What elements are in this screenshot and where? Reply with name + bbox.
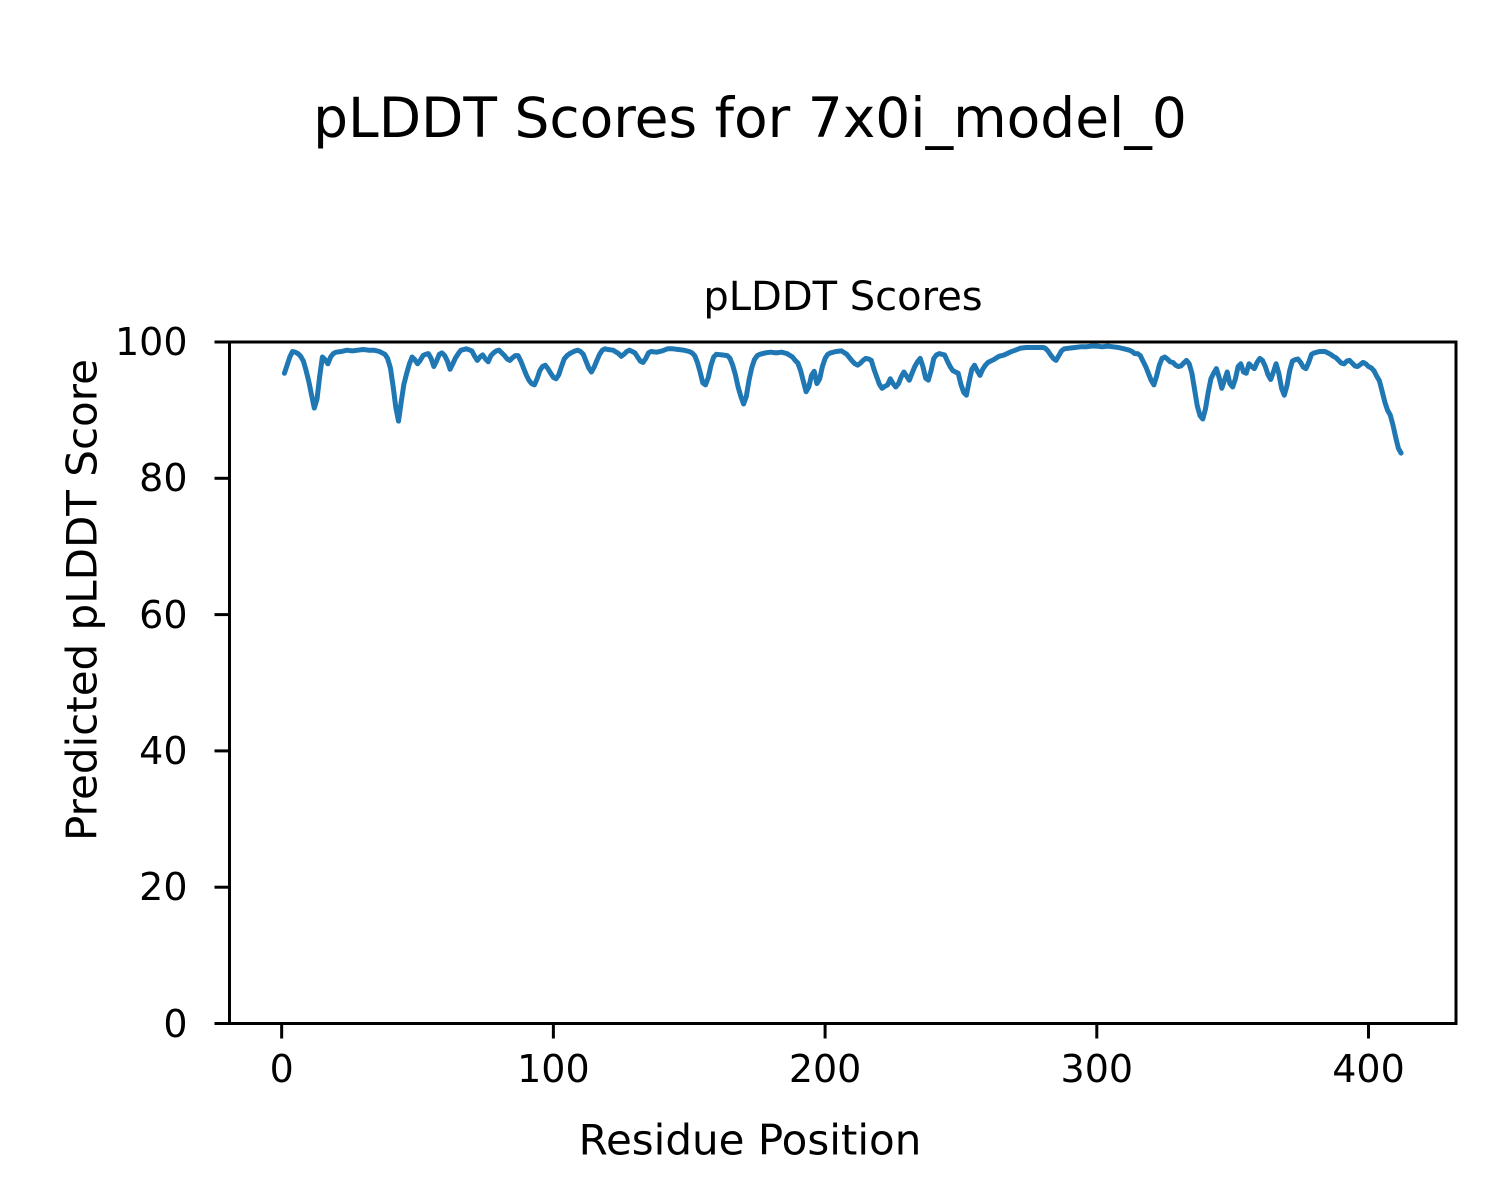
x-tick-label: 400 bbox=[1332, 1046, 1405, 1091]
axes-spines bbox=[228, 340, 1458, 1025]
x-ticks bbox=[280, 1023, 1371, 1039]
x-tick-label: 0 bbox=[269, 1046, 294, 1091]
x-tick-label: 100 bbox=[517, 1046, 590, 1091]
y-tick-label: 60 bbox=[139, 592, 188, 637]
y-tick-label: 80 bbox=[139, 456, 188, 501]
x-tick-label: 300 bbox=[1060, 1046, 1134, 1091]
y-tick-label: 0 bbox=[163, 1001, 188, 1046]
x-axis-label: Residue Position bbox=[578, 1115, 922, 1165]
plddt-line bbox=[281, 343, 1404, 456]
axes-title: pLDDT Scores bbox=[703, 274, 983, 320]
figure-suptitle: pLDDT Scores for 7x0i_model_0 bbox=[313, 86, 1187, 150]
y-tick-label: 40 bbox=[139, 728, 188, 773]
y-tick-label: 20 bbox=[139, 865, 188, 910]
y-tick-label: 100 bbox=[114, 320, 188, 364]
y-ticks bbox=[214, 340, 230, 1025]
x-tick-label: 200 bbox=[788, 1046, 862, 1091]
